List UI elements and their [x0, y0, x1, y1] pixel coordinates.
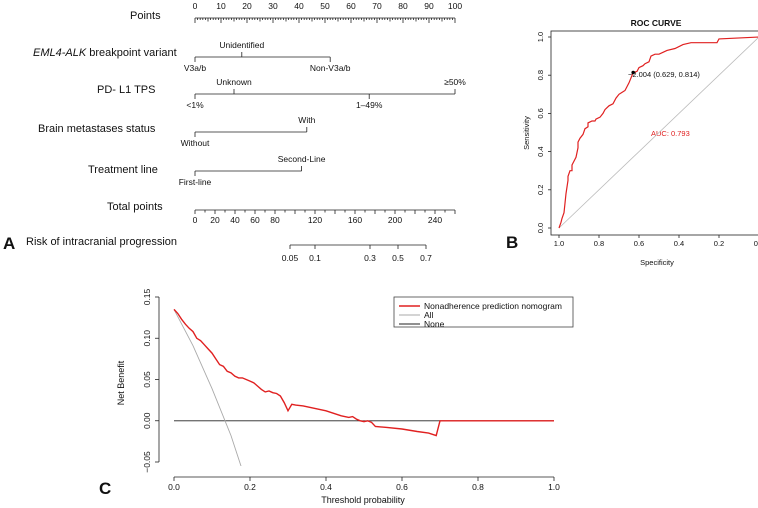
nomogram-row-label-brain: Brain metastases status [38, 123, 156, 135]
total-points-tick-label: 0 [193, 215, 198, 225]
total-points-tick-label: 60 [250, 215, 260, 225]
roc-y-tick-label: 0.8 [536, 70, 545, 80]
roc-y-tick-label: 0.4 [536, 146, 545, 156]
points-tick-label: 90 [424, 1, 434, 11]
eml4-level-label: V3a/b [184, 63, 206, 73]
roc-x-tick-label: 0.6 [634, 239, 644, 248]
nomogram-row-label-treatment: Treatment line [88, 164, 158, 176]
eml4-level-label: Non-V3a/b [310, 63, 351, 73]
pdl1-level-label: ≥50% [444, 77, 466, 87]
pdl1-level-label: <1% [186, 100, 204, 110]
total-points-tick-label: 240 [428, 215, 442, 225]
risk-tick-label: 0.3 [364, 253, 376, 263]
decision-curve-panel: Threshold probability Net Benefit Nonadh… [116, 288, 574, 505]
dca-marks: 0.0 0.2 0.4 0.6 0.8 1.0 −0.05 0.00 0.05 0.10 0.15 [142, 288, 560, 492]
dca-y-label: Net Benefit [116, 360, 126, 405]
panel-letter-b: B [506, 233, 518, 252]
treatment-level-label: Second-Line [278, 154, 326, 164]
dca-y-tick-label: 0.10 [142, 330, 152, 347]
dca-y-tick-label: 0.05 [142, 371, 152, 388]
roc-title: ROC CURVE [631, 18, 682, 28]
dca-y-tick-label: 0.15 [142, 288, 152, 305]
total-points-tick-label: 80 [270, 215, 280, 225]
dca-x-tick-label: 0.6 [396, 482, 408, 492]
roc-cutoff-point [631, 70, 635, 75]
dca-legend-label-none: None [424, 319, 445, 329]
risk-tick-label: 0.05 [282, 253, 299, 263]
total-points-tick-label: 120 [308, 215, 322, 225]
roc-curve-line [558, 36, 758, 229]
roc-auc-text: AUC: 0.793 [651, 129, 690, 138]
pdl1-level-label: 1–49% [356, 100, 383, 110]
roc-x-tick-label: 0.4 [674, 239, 684, 248]
roc-point-annotation: −2.004 (0.629, 0.814) [628, 70, 700, 79]
eml4-italic-part: EML4-ALK [33, 47, 87, 59]
roc-y-tick-label: 0.2 [536, 185, 545, 195]
pdl1-level-label: Unknown [216, 77, 252, 87]
panel-letter-a: A [3, 234, 15, 253]
risk-tick-label: 0.7 [420, 253, 432, 263]
dca-treat-all-line [173, 309, 242, 466]
total-points-tick-label: 20 [210, 215, 220, 225]
nomogram-row-label-risk: Risk of intracranial progression [26, 236, 177, 248]
roc-x-tick-label: 1.0 [554, 239, 564, 248]
roc-marks: 1.0 0.8 0.6 0.4 0.2 0.0 0.0 0.2 0.4 0.6 0.8 1.0 [536, 32, 758, 248]
nomogram-row-label-points: Points [130, 10, 161, 22]
points-tick-label: 20 [242, 1, 252, 11]
roc-x-tick-label: 0.8 [594, 239, 604, 248]
roc-x-tick-label: 0.2 [714, 239, 724, 248]
nomogram-row-label-eml4: EML4-ALK breakpoint variant [33, 47, 177, 59]
dca-x-tick-label: 0.2 [244, 482, 256, 492]
dca-x-tick-label: 0.8 [472, 482, 484, 492]
roc-plot-frame [550, 30, 758, 236]
points-tick-label: 30 [268, 1, 278, 11]
panel-letter-c: C [99, 479, 111, 498]
points-tick-label: 100 [448, 1, 462, 11]
points-tick-label: 50 [320, 1, 330, 11]
points-tick-label: 70 [372, 1, 382, 11]
dca-x-label: Threshold probability [321, 495, 405, 505]
treatment-level-label: First-line [179, 177, 212, 187]
roc-reference-diagonal [558, 37, 758, 229]
dca-y-tick-label: 0.00 [142, 412, 152, 429]
dca-y-tick-label: −0.05 [142, 451, 152, 473]
roc-y-tick-label: 1.0 [536, 32, 545, 42]
points-tick-label: 80 [398, 1, 408, 11]
nomogram-marks: 0 10 20 30 40 50 60 70 80 90 100 V3a/b Unidentified N… [179, 1, 467, 263]
total-points-tick-label: 160 [348, 215, 362, 225]
points-tick-label: 40 [294, 1, 304, 11]
eml4-rest-part: breakpoint variant [86, 47, 177, 59]
dca-x-tick-label: 1.0 [548, 482, 560, 492]
nomogram-row-label-pdl1: PD- L1 TPS [97, 84, 156, 96]
total-points-tick-label: 40 [230, 215, 240, 225]
points-tick-label: 60 [346, 1, 356, 11]
roc-x-label: Specificity [640, 258, 674, 267]
dca-x-tick-label: 0.4 [320, 482, 332, 492]
dca-legend-label-model: Nonadherence prediction nomogram [424, 301, 562, 311]
total-points-tick-label: 200 [388, 215, 402, 225]
roc-panel: ROC CURVE Specificity Sensitivity AUC: 0… [522, 18, 758, 267]
roc-y-tick-label: 0.6 [536, 108, 545, 118]
roc-y-tick-label: 0.0 [536, 223, 545, 233]
roc-x-tick-label: 0.0 [754, 239, 758, 248]
nomogram-row-label-total: Total points [107, 201, 163, 213]
dca-model-curve [173, 308, 554, 437]
dca-legend-box [393, 296, 574, 328]
brain-level-label: Without [181, 138, 210, 148]
points-tick-label: 10 [216, 1, 226, 11]
risk-tick-label: 0.5 [392, 253, 404, 263]
risk-tick-label: 0.1 [309, 253, 321, 263]
dca-x-tick-label: 0.0 [168, 482, 180, 492]
brain-level-label: With [298, 115, 315, 125]
eml4-level-label: Unidentified [219, 40, 264, 50]
roc-y-label: Sensitivity [522, 116, 531, 150]
points-tick-label: 0 [193, 1, 198, 11]
dca-legend-label-all: All [424, 310, 434, 320]
nomogram-panel: Points EML4-ALK breakpoint variant PD- L… [26, 1, 466, 263]
